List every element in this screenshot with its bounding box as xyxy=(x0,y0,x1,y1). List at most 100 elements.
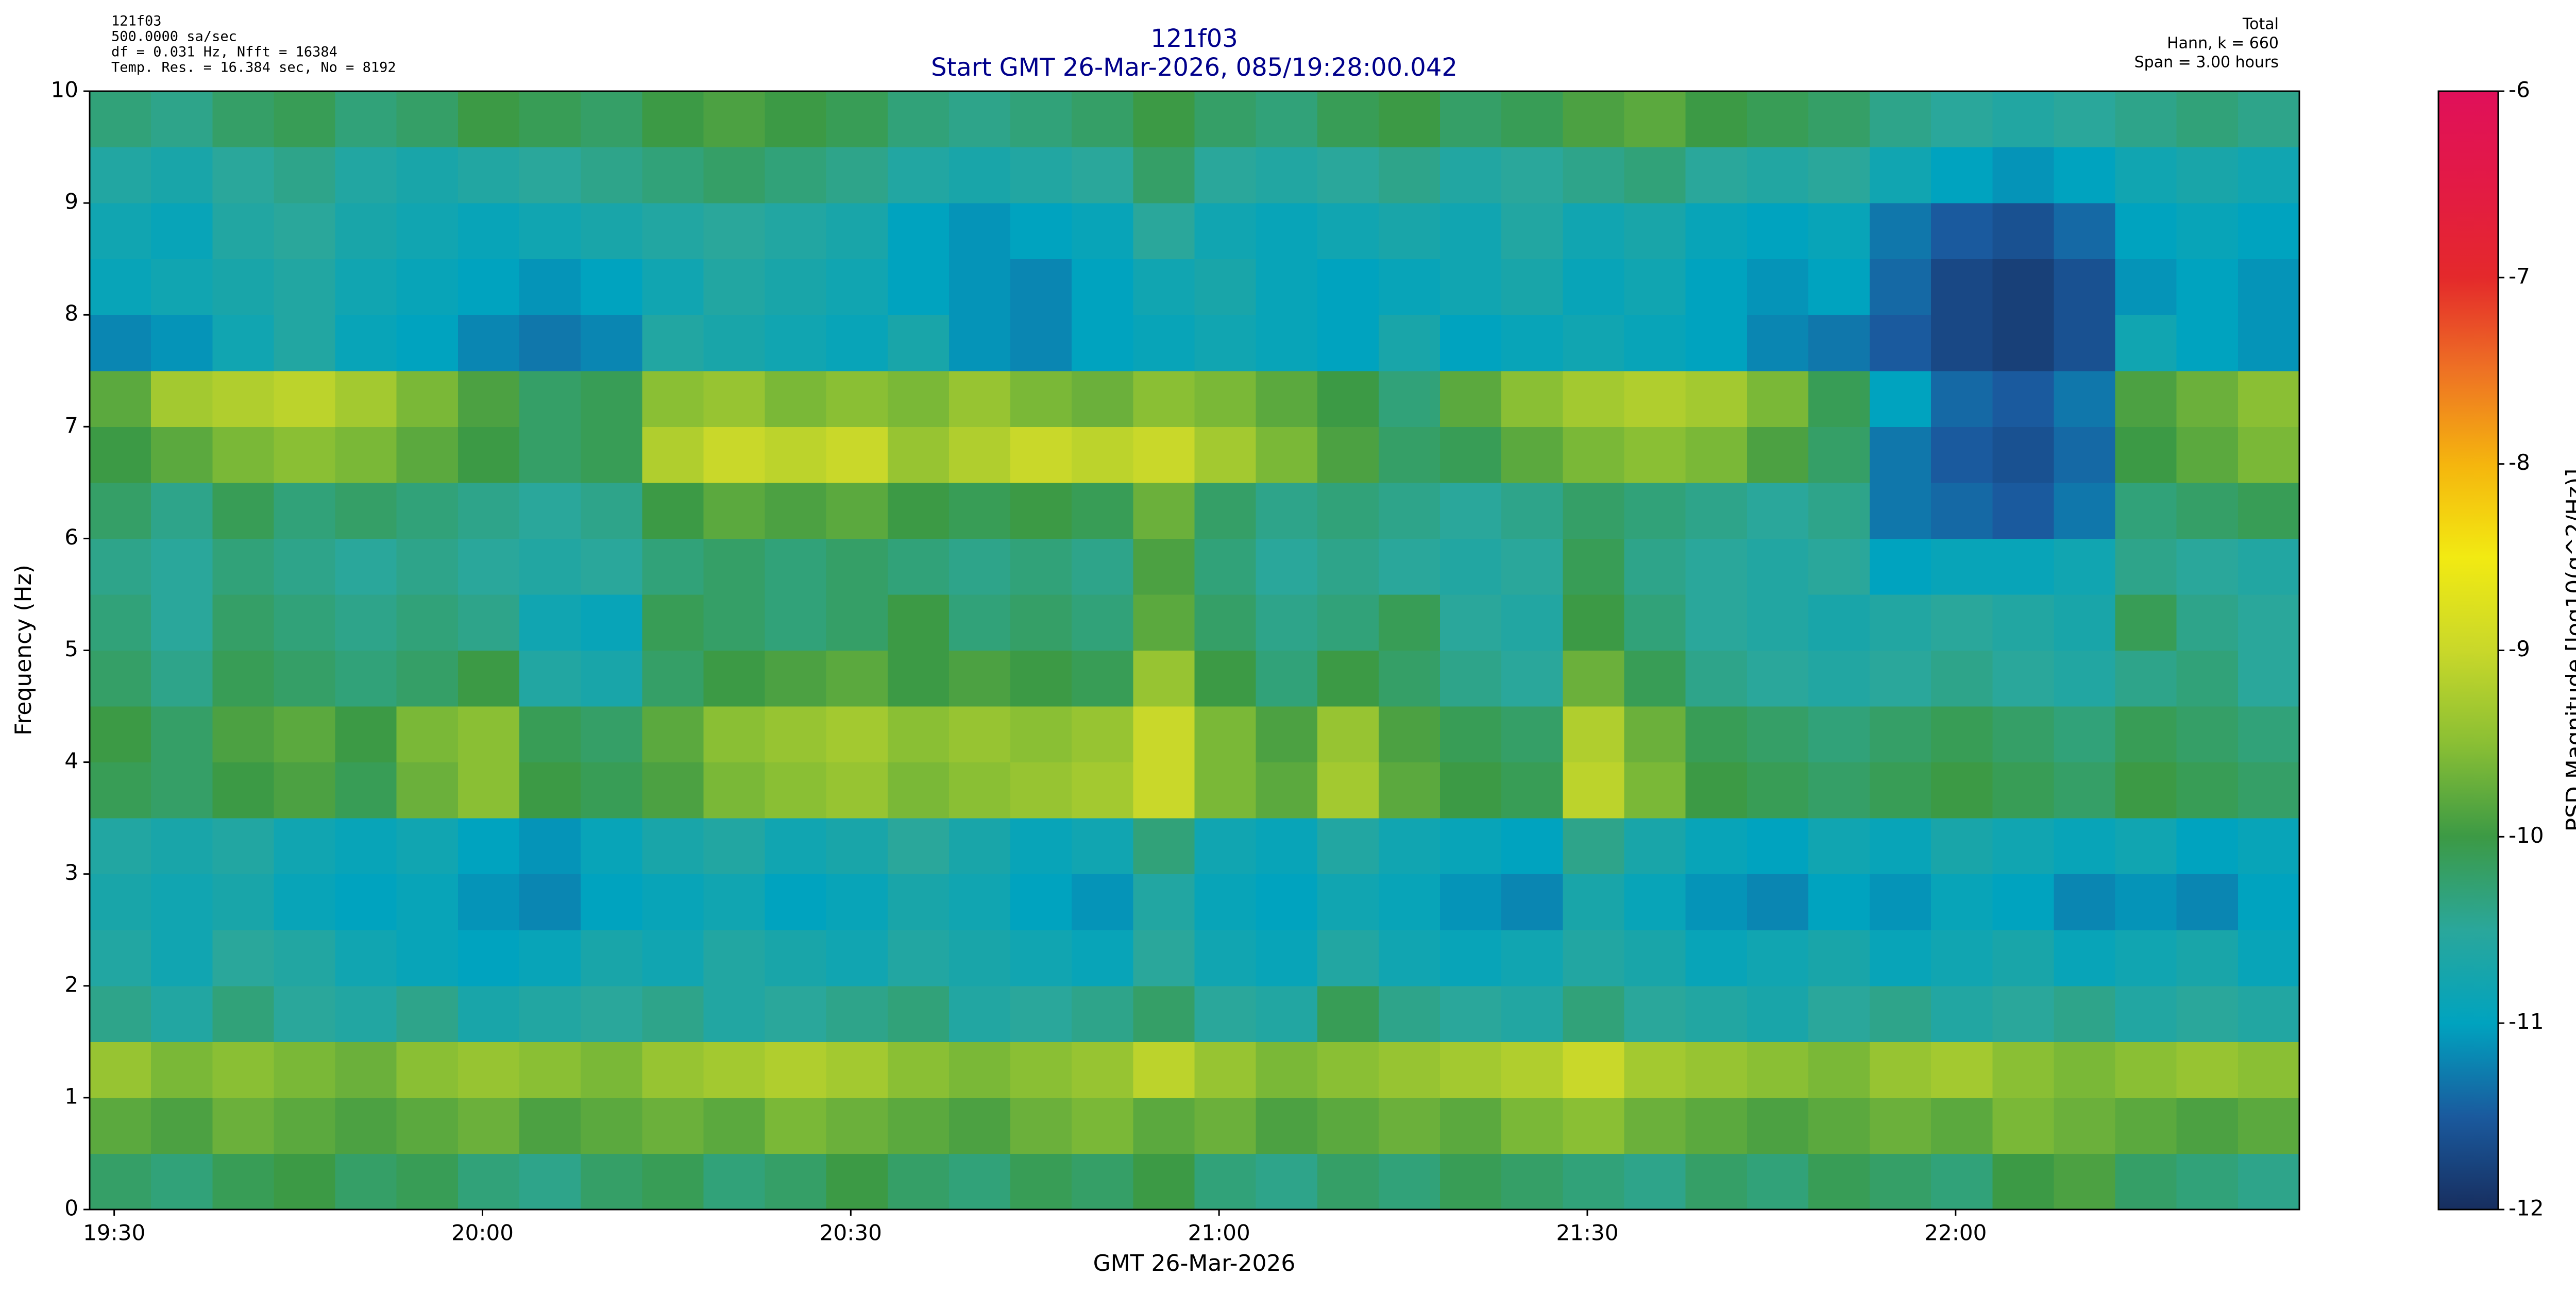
heatmap-cell xyxy=(1256,706,1318,763)
heatmap-cell xyxy=(1501,818,1563,875)
heatmap-cell xyxy=(1685,427,1748,483)
heatmap-cell xyxy=(90,538,151,595)
heatmap-cell xyxy=(1378,203,1440,260)
heatmap-cell xyxy=(1194,650,1257,707)
heatmap-cell xyxy=(826,762,888,819)
heatmap-cell xyxy=(1870,818,1931,875)
heatmap-cell xyxy=(519,1153,581,1210)
heatmap-cell xyxy=(887,874,950,930)
heatmap-cell xyxy=(1133,427,1195,483)
heatmap-cell xyxy=(1440,650,1502,707)
heatmap-cell xyxy=(1563,203,1624,260)
heatmap-cell xyxy=(1870,1042,1931,1098)
heatmap-cell xyxy=(703,1153,766,1210)
heatmap-cell xyxy=(1747,594,1809,651)
heatmap-cell xyxy=(457,370,520,427)
heatmap-cell xyxy=(1685,762,1748,819)
heatmap-cell xyxy=(2054,706,2116,763)
heatmap-cell xyxy=(1808,650,1870,707)
heatmap-cell xyxy=(2238,315,2300,371)
heatmap-cell xyxy=(274,427,336,483)
heatmap-cell xyxy=(1808,1097,1870,1154)
heatmap-cell xyxy=(2115,1153,2177,1210)
heatmap-cell xyxy=(948,370,1011,427)
heatmap-cell xyxy=(1072,985,1133,1042)
heatmap-cell xyxy=(1378,315,1440,371)
heatmap-cell xyxy=(90,874,151,930)
heatmap-cell xyxy=(2176,482,2239,539)
heatmap-cell xyxy=(948,91,1011,148)
heatmap-cell xyxy=(703,650,766,707)
heatmap-cell xyxy=(1194,482,1257,539)
heatmap-cell xyxy=(2054,538,2116,595)
heatmap-cell xyxy=(212,315,274,371)
heatmap-cell xyxy=(1931,985,1993,1042)
heatmap-cell xyxy=(90,203,151,260)
heatmap-cell xyxy=(2054,147,2116,203)
heatmap-cell xyxy=(1685,818,1748,875)
heatmap-cell xyxy=(1317,818,1379,875)
heatmap-cell xyxy=(1440,203,1502,260)
heatmap-cell xyxy=(642,706,704,763)
heatmap-cell xyxy=(703,427,766,483)
heatmap-cell xyxy=(1256,259,1318,315)
heatmap-cell xyxy=(948,874,1011,930)
heatmap-cell xyxy=(1072,370,1133,427)
heatmap-cell xyxy=(1317,147,1379,203)
heatmap-cell xyxy=(1501,874,1563,930)
heatmap-cell xyxy=(519,874,581,930)
heatmap-cell xyxy=(642,482,704,539)
heatmap-cell xyxy=(2115,762,2177,819)
heatmap-cell xyxy=(1501,147,1563,203)
heatmap-cell xyxy=(1133,706,1195,763)
heatmap-cell xyxy=(1378,482,1440,539)
y-tick-label: 10 xyxy=(51,77,78,103)
heatmap-cell xyxy=(396,706,459,763)
heatmap-cell xyxy=(1256,147,1318,203)
heatmap-cell xyxy=(1440,594,1502,651)
heatmap-cell xyxy=(1440,1042,1502,1098)
heatmap-cell xyxy=(1931,315,1993,371)
heatmap-cell xyxy=(1808,818,1870,875)
heatmap-cell xyxy=(90,985,151,1042)
heatmap-cell xyxy=(519,1097,581,1154)
heatmap-cell xyxy=(212,985,274,1042)
heatmap-cell xyxy=(642,930,704,986)
y-tick-label: 7 xyxy=(64,413,78,438)
heatmap-cell xyxy=(519,818,581,875)
heatmap-cell xyxy=(1624,370,1686,427)
heatmap-cell xyxy=(212,818,274,875)
heatmap-cell xyxy=(1317,538,1379,595)
heatmap-cell xyxy=(1808,874,1870,930)
heatmap-cell xyxy=(642,1042,704,1098)
heatmap-cell xyxy=(335,1097,397,1154)
heatmap-cell xyxy=(274,594,336,651)
heatmap-cell xyxy=(826,427,888,483)
heatmap-cell xyxy=(1870,1097,1931,1154)
heatmap-cell xyxy=(2176,147,2239,203)
heatmap-cell xyxy=(581,259,642,315)
heatmap-cell xyxy=(1256,315,1318,371)
heatmap-cell xyxy=(581,650,642,707)
heatmap-cell xyxy=(581,762,642,819)
x-tick-label: 20:00 xyxy=(451,1220,514,1246)
heatmap-cell xyxy=(1194,91,1257,148)
heatmap-cell xyxy=(765,482,827,539)
heatmap-cell xyxy=(1808,930,1870,986)
heatmap-cell xyxy=(1317,259,1379,315)
heatmap-cell xyxy=(1194,1153,1257,1210)
heatmap-cell xyxy=(457,1042,520,1098)
heatmap-cell xyxy=(335,650,397,707)
heatmap-cell xyxy=(948,147,1011,203)
heatmap-cell xyxy=(457,203,520,260)
heatmap-cell xyxy=(457,930,520,986)
heatmap-cell xyxy=(948,1042,1011,1098)
info-right: Hann, k = 660 xyxy=(2167,35,2279,53)
colorbar-tick-label: -7 xyxy=(2509,263,2530,288)
info-left: 500.0000 sa/sec xyxy=(111,29,237,45)
heatmap-cell xyxy=(826,706,888,763)
heatmap-cell xyxy=(1992,370,2054,427)
heatmap-cell xyxy=(642,818,704,875)
heatmap-cell xyxy=(1378,259,1440,315)
heatmap-cell xyxy=(703,1097,766,1154)
